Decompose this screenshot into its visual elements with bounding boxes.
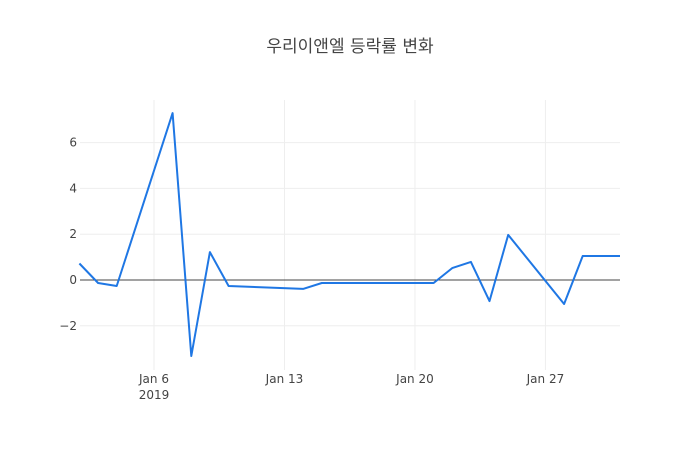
x-tick-label: Jan 13 xyxy=(265,372,304,386)
x-tick-label: Jan 27 xyxy=(526,372,565,386)
chart-title: 우리이앤엘 등락률 변화 xyxy=(266,37,434,57)
y-tick-label: 6 xyxy=(69,136,77,150)
y-tick-label: 2 xyxy=(69,227,77,241)
y-axis-labels: −2 0 2 4 6 xyxy=(59,136,77,333)
x-tick-label: Jan 20 xyxy=(395,372,434,386)
x-tick-label: Jan 6 xyxy=(138,372,169,386)
y-tick-label: 0 xyxy=(69,273,77,287)
x-axis-labels: Jan 6 2019 Jan 13 Jan 20 Jan 27 xyxy=(138,372,564,402)
grid-lines xyxy=(80,100,620,370)
y-tick-label: 4 xyxy=(69,181,77,195)
x-tick-year-label: 2019 xyxy=(139,388,170,402)
y-tick-label: −2 xyxy=(59,319,77,333)
series-line xyxy=(78,112,620,357)
